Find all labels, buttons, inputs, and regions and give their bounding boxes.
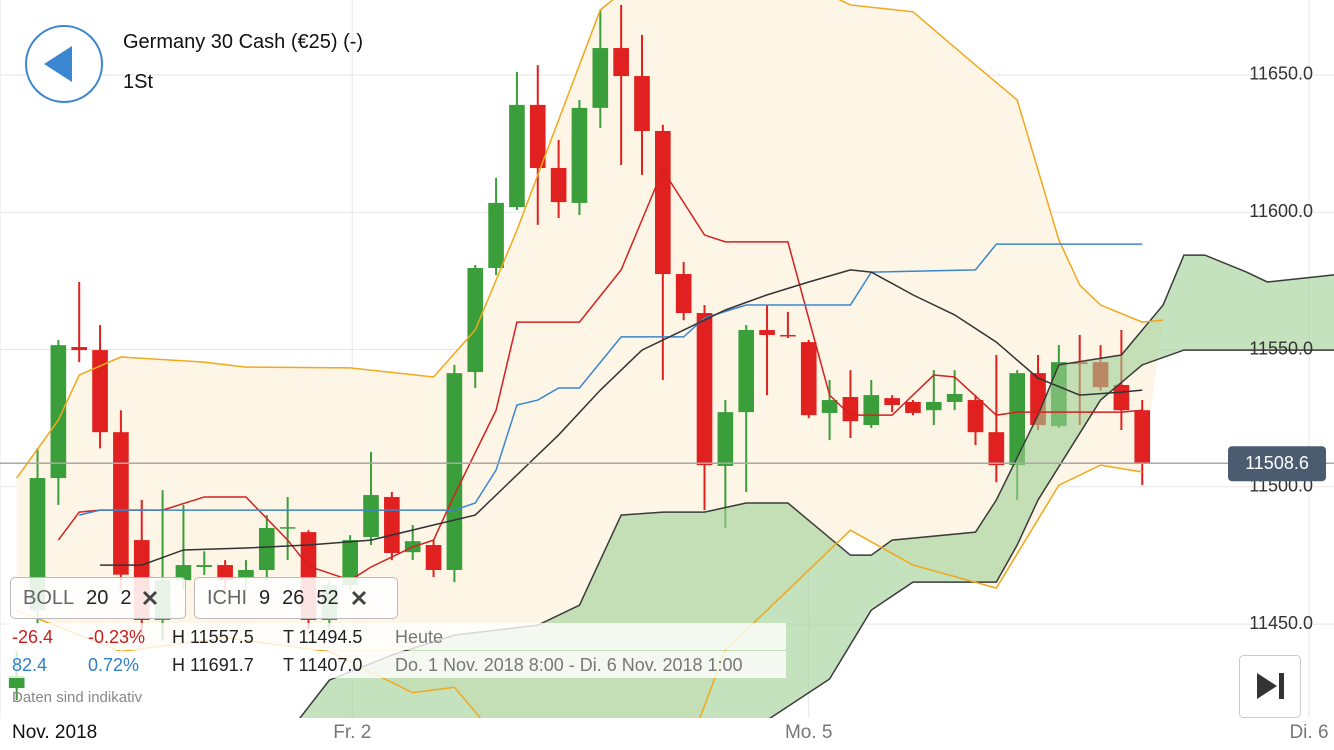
- jump-to-end-button[interactable]: [1239, 655, 1301, 718]
- candle-body: [342, 540, 358, 586]
- x-axis-band: [0, 718, 1334, 750]
- candle-body: [71, 347, 88, 351]
- candle-body: [50, 345, 67, 479]
- candle-body: [946, 394, 963, 402]
- x-tick-label: Mo. 5: [785, 722, 833, 743]
- period: Heute: [395, 627, 444, 647]
- candle-body: [634, 76, 650, 131]
- bollinger-band: [16, 0, 1164, 479]
- indicator-param: 2: [120, 586, 132, 609]
- candle-body: [529, 104, 546, 169]
- candle-body: [717, 412, 734, 466]
- candle-body: [863, 395, 880, 426]
- low: T 11494.5: [283, 627, 363, 647]
- candle-body: [738, 330, 755, 413]
- candle-body: [800, 342, 817, 416]
- candle-body: [925, 401, 942, 411]
- candle-body: [967, 400, 984, 433]
- candle-body: [696, 313, 713, 466]
- candle-body: [446, 373, 463, 571]
- candle-body: [217, 565, 233, 581]
- remove-icon[interactable]: [351, 590, 367, 606]
- back-button[interactable]: [24, 24, 104, 104]
- candle-body: [988, 432, 1005, 466]
- candle-body: [113, 432, 129, 575]
- high: H 11557.5: [172, 627, 254, 647]
- candle-body: [1009, 373, 1025, 466]
- candle-body: [1134, 410, 1151, 464]
- x-label-box: [0, 718, 120, 750]
- candle-body: [196, 565, 213, 567]
- y-tick-label: 11650.0: [1249, 64, 1313, 84]
- candle-body: [425, 545, 442, 571]
- last-price-badge: [1228, 446, 1326, 482]
- change: -26.4: [12, 627, 54, 647]
- indicator-line: [100, 269, 1143, 566]
- change: 82.4: [12, 655, 48, 675]
- y-tick-label: 11600.0: [1249, 201, 1313, 221]
- candle-body: [363, 495, 379, 538]
- high: H 11691.7: [172, 655, 254, 675]
- candle-body: [92, 350, 108, 433]
- candle-body: [8, 675, 25, 689]
- instrument-title: Germany 30 Cash (€25) (-): [123, 31, 364, 53]
- low: T 11407.0: [283, 655, 363, 675]
- indicator-name: ICHI: [207, 586, 247, 609]
- remove-icon[interactable]: [142, 590, 158, 606]
- candle-body: [467, 267, 484, 373]
- candle-body: [571, 107, 588, 203]
- indicator-name: BOLL: [23, 586, 75, 609]
- cloud-fill: [299, 255, 1334, 718]
- candle-body: [384, 496, 400, 553]
- info-row: -26.4 -0.23% H 11557.5 T 11494.5 Heute: [6, 623, 786, 650]
- candle-body: [884, 398, 900, 405]
- timeframe: 1St: [123, 71, 154, 93]
- indicator-chip[interactable]: ICHI 9 26 52: [194, 577, 398, 619]
- candle-body: [821, 400, 838, 413]
- x-tick-label: Di. 6: [1289, 722, 1328, 743]
- candle-body: [550, 168, 567, 203]
- candle-body: [238, 570, 254, 578]
- cloud-span: [769, 349, 1334, 718]
- candle-body: [592, 48, 609, 108]
- indicator-line: [57, 168, 1143, 581]
- info-row: 82.4 0.72% H 11691.7 T 11407.0 Do. 1 Nov…: [6, 651, 786, 678]
- candle-body: [279, 527, 296, 529]
- indicator-param: 9: [259, 586, 271, 609]
- candle-body: [509, 104, 525, 208]
- indicator-param: 26: [282, 586, 305, 609]
- x-tick-label: Nov. 2018: [12, 722, 97, 743]
- candle-body: [780, 334, 796, 337]
- y-tick-label: 11550.0: [1249, 338, 1313, 358]
- candle-body: [675, 274, 692, 314]
- indicator-chip[interactable]: BOLL 20 2: [10, 577, 186, 619]
- change-pct: 0.72%: [88, 655, 140, 675]
- candle-body: [175, 565, 192, 581]
- last-price-label: 11508.6: [1245, 453, 1309, 473]
- candle-body: [655, 130, 671, 275]
- change-pct: -0.23%: [88, 627, 146, 647]
- indicator-param: 52: [316, 586, 339, 609]
- candle-body: [905, 401, 921, 413]
- period: Do. 1 Nov. 2018 8:00 - Di. 6 Nov. 2018 1…: [395, 655, 743, 675]
- candle-body: [488, 202, 504, 268]
- candle-body: [1113, 384, 1130, 411]
- candle-body: [759, 330, 775, 335]
- x-tick-label: Fr. 2: [333, 722, 371, 743]
- disclaimer: Daten sind indikativ: [12, 689, 143, 706]
- candle-body: [258, 527, 275, 571]
- candle-body: [613, 48, 629, 77]
- indicator-param: 20: [86, 586, 109, 609]
- y-tick-label: 11450.0: [1249, 613, 1313, 633]
